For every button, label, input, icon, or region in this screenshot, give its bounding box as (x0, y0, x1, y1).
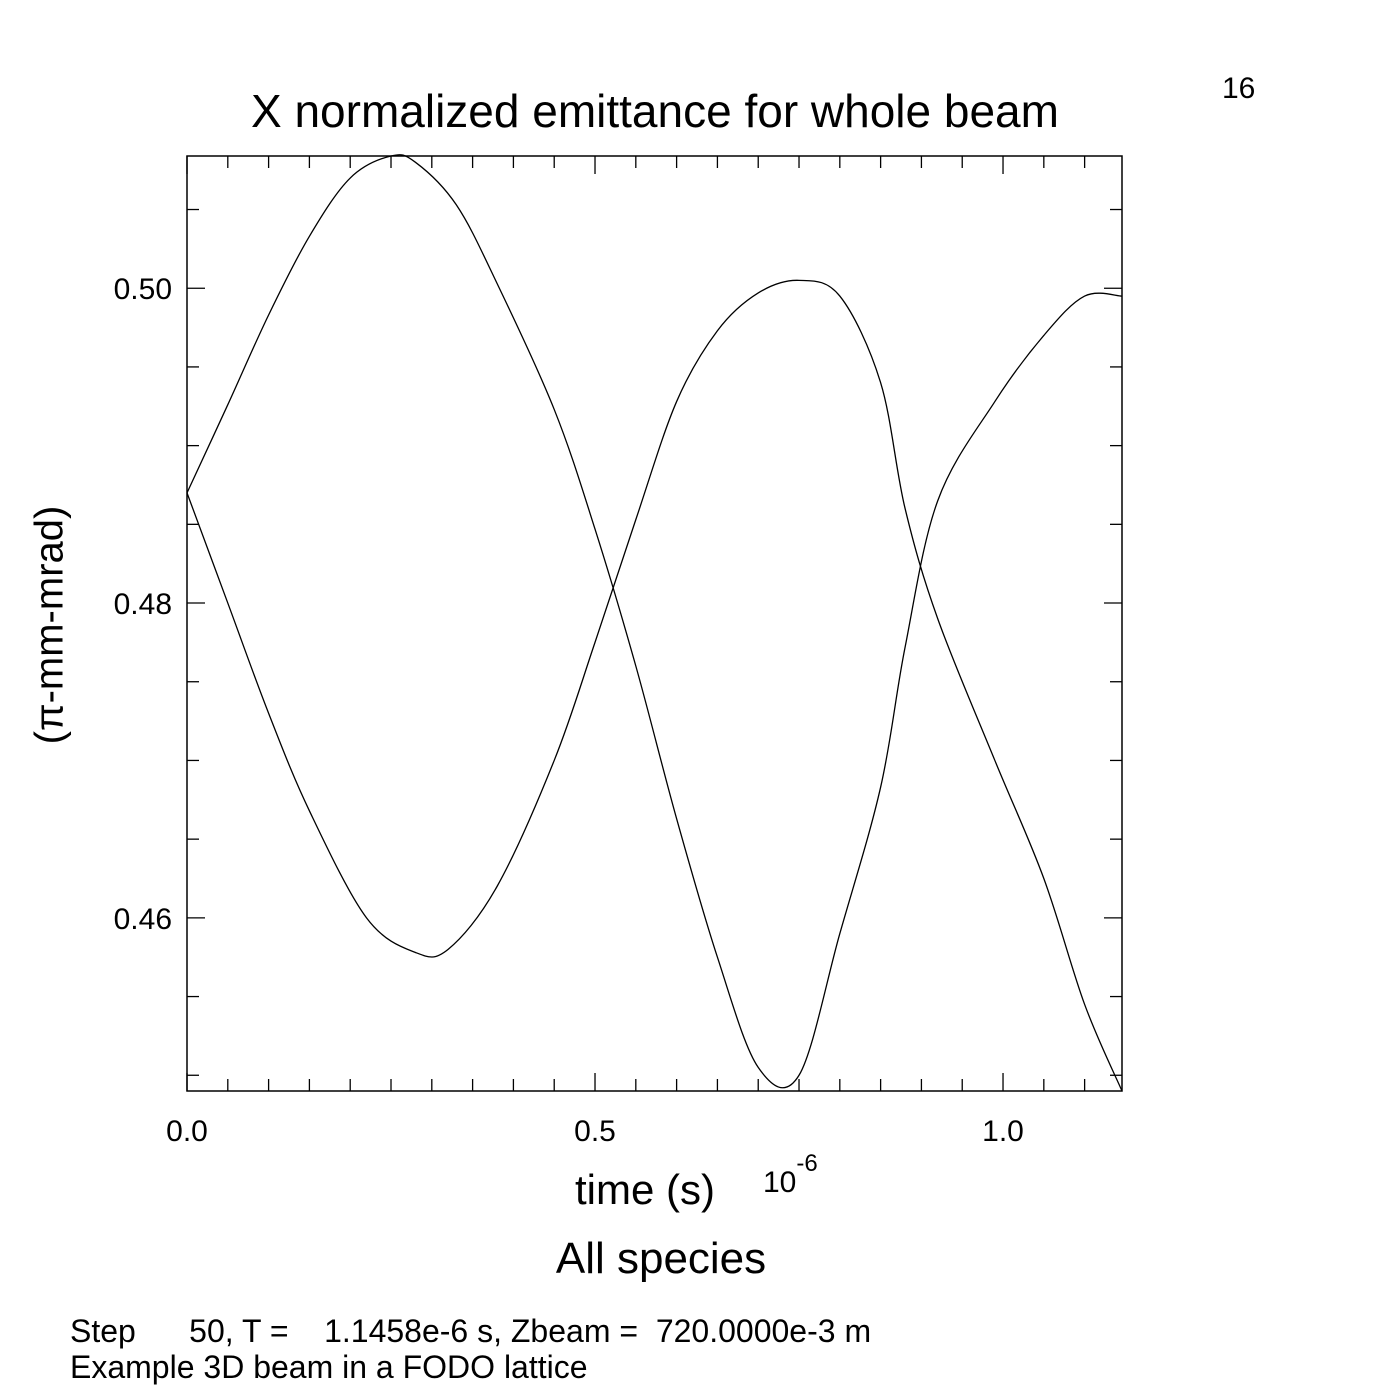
plot-frame (186, 155, 1123, 1092)
x-axis-multiplier: 10-6 (763, 1150, 818, 1200)
footer-step-info: Step 50, T = 1.1458e-6 s, Zbeam = 720.00… (70, 1313, 872, 1349)
chart-title: X normalized emittance for whole beam (251, 85, 1059, 137)
chart-subtitle: All species (555, 1234, 767, 1283)
x-tick-label: 0.5 (574, 1115, 616, 1148)
series-line-1 (186, 154, 1123, 1089)
x-tick-label: 1.0 (982, 1115, 1024, 1148)
footer-description: Example 3D beam in a FODO lattice (70, 1349, 588, 1385)
y-tick-label: 0.46 (114, 903, 172, 936)
x-multiplier-base: 10 (763, 1166, 797, 1199)
x-tick-label: 0.0 (166, 1115, 208, 1148)
y-tick-label: 0.48 (114, 588, 172, 621)
x-axis-label: time (s) (575, 1166, 715, 1213)
y-tick-label: 0.50 (114, 273, 172, 306)
page-number: 16 (1222, 72, 1256, 105)
x-multiplier-exponent: -6 (796, 1150, 818, 1177)
series-line-2 (186, 279, 1123, 1092)
